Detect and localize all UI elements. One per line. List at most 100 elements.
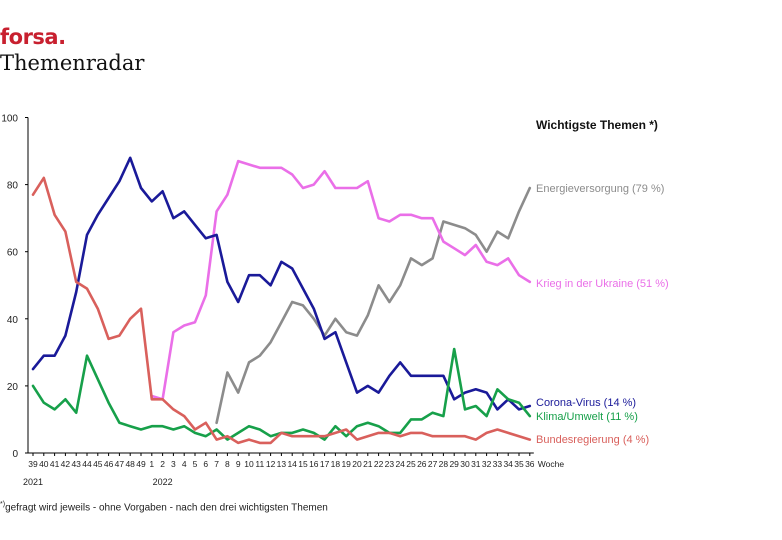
data-point [421,217,423,219]
chart-title: Themenradar [0,51,145,75]
data-point [151,425,153,427]
data-point [453,435,456,438]
y-tick-label: 60 [7,248,19,259]
x-tick-label: 15 [298,459,308,469]
data-point [302,435,304,438]
data-point [302,304,304,307]
data-point [269,284,272,287]
data-point [496,408,499,411]
data-point [410,432,412,434]
data-point [475,234,477,236]
data-point [205,435,207,438]
data-point [442,375,445,377]
data-point [507,432,510,434]
data-point [64,230,67,233]
data-point [529,405,531,407]
data-point [323,338,326,340]
data-point [161,425,164,427]
data-point [75,291,77,293]
data-point [442,435,445,438]
data-point [529,438,531,441]
data-point [356,391,358,394]
data-point [367,435,369,438]
x-tick-label: 41 [50,459,60,469]
data-point [237,301,239,303]
x-tick-label: 9 [236,459,241,469]
data-point [226,281,229,283]
footnote: *)gefragt wird jeweils - ohne Vorgaben -… [0,501,328,513]
data-point [529,415,531,417]
data-point [323,170,326,172]
data-point [118,180,121,183]
data-point [377,217,380,219]
data-point [97,213,99,216]
data-point [421,418,423,421]
x-tick-label: 28 [439,459,449,469]
data-point [53,354,56,357]
data-point [161,190,164,193]
series-line-corona-virus [31,156,532,411]
data-point [518,408,520,411]
data-point [388,220,391,223]
y-tick-label: 80 [7,181,19,192]
forsa-logo: forsa. [0,25,66,49]
x-tick-label: 7 [214,459,219,469]
data-point [140,187,142,189]
data-point [129,156,131,159]
x-tick-label: 27 [428,459,438,469]
data-point [313,183,315,186]
data-point [259,274,261,276]
data-point [356,425,358,427]
data-point [507,257,510,260]
data-point [464,435,466,438]
data-point [313,435,315,438]
data-point [97,307,99,310]
x-tick-label: 20 [352,459,362,469]
x-tick-label: 34 [503,459,513,469]
x-tick-label: 24 [395,459,405,469]
data-point [367,314,369,317]
data-point [280,260,283,263]
x-tick-label: 10 [244,459,254,469]
data-point [518,435,520,438]
x-tick-label: 46 [104,459,114,469]
data-point [410,257,412,260]
data-point [151,398,153,401]
data-point [302,428,304,431]
data-point [151,200,153,203]
x-tick-label: 6 [203,459,208,469]
x-tick-label: 1 [149,459,154,469]
legend-title: Wichtigste Themen *) [536,118,658,132]
data-point [496,428,499,431]
data-point [215,428,218,431]
data-point [172,217,175,219]
data-point [280,432,283,434]
series-label: Bundesregierung (4 %) [536,434,649,446]
data-point [421,432,423,434]
series-line-krieg-in-der-ukraine [150,159,532,401]
data-point [86,287,88,290]
data-point [43,401,45,404]
x-tick-label: 25 [406,459,416,469]
data-point [399,432,402,434]
data-point [475,438,477,441]
data-point [248,163,250,166]
data-point [237,391,239,394]
data-point [86,354,88,357]
x-tick-label: 33 [493,459,503,469]
data-point [410,375,412,377]
x-tick-label: 11 [255,459,264,469]
data-point [518,274,520,276]
data-point [377,391,380,394]
data-point [140,428,142,431]
data-point [367,385,369,387]
data-point [464,254,466,256]
data-point [291,173,294,176]
data-point [75,281,77,283]
data-point [464,227,466,230]
x-tick-label: 45 [93,459,103,469]
x-tick-label: 14 [287,459,297,469]
data-point [118,334,121,337]
data-point [356,334,358,337]
data-point [215,210,218,213]
